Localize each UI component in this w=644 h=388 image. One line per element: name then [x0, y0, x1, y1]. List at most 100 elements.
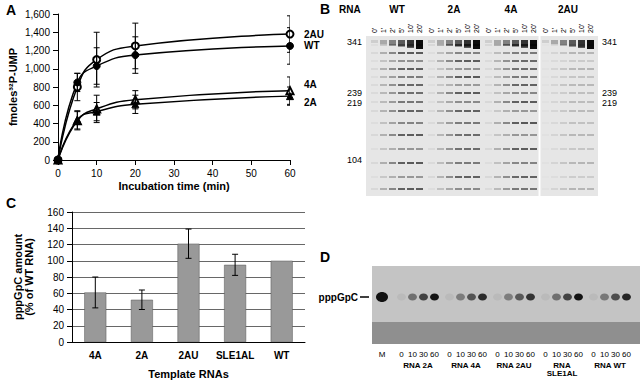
svg-text:20': 20': [473, 24, 480, 33]
svg-text:341: 341: [347, 37, 362, 47]
svg-text:RNA: RNA: [339, 4, 361, 15]
svg-text:60: 60: [53, 288, 65, 299]
svg-text:0: 0: [543, 350, 548, 359]
svg-text:RNA 2A: RNA 2A: [403, 361, 433, 370]
svg-text:400: 400: [33, 118, 50, 129]
svg-text:10: 10: [504, 350, 513, 359]
svg-text:40: 40: [53, 304, 65, 315]
svg-text:2': 2': [446, 28, 453, 33]
svg-text:1,600: 1,600: [25, 9, 50, 20]
svg-text:0: 0: [58, 337, 64, 348]
svg-text:A: A: [6, 2, 16, 18]
svg-text:2': 2': [503, 28, 510, 33]
svg-text:0: 0: [591, 350, 596, 359]
svg-text:2AU: 2AU: [304, 29, 324, 40]
svg-text:4A: 4A: [304, 79, 317, 90]
svg-text:20': 20': [587, 24, 594, 33]
svg-text:10: 10: [91, 168, 103, 179]
svg-text:219: 219: [602, 98, 617, 108]
svg-text:140: 140: [47, 223, 64, 234]
svg-text:80: 80: [53, 272, 65, 283]
svg-text:30: 30: [467, 350, 476, 359]
svg-text:4A: 4A: [89, 350, 102, 361]
svg-text:2AU: 2AU: [178, 350, 198, 361]
svg-text:50: 50: [246, 168, 258, 179]
svg-text:120: 120: [47, 239, 64, 250]
svg-text:2AU: 2AU: [558, 4, 578, 15]
svg-text:RNA 4A: RNA 4A: [451, 361, 481, 370]
svg-text:C: C: [6, 195, 16, 211]
svg-text:800: 800: [33, 82, 50, 93]
svg-text:60: 60: [284, 168, 296, 179]
svg-text:239: 239: [602, 88, 617, 98]
svg-text:1,000: 1,000: [25, 63, 50, 74]
svg-text:0': 0': [371, 28, 378, 33]
svg-text:SLE1AL: SLE1AL: [547, 369, 578, 378]
svg-text:pppGpC: pppGpC: [319, 292, 358, 303]
svg-text:60: 60: [574, 350, 583, 359]
svg-text:600: 600: [33, 100, 50, 111]
svg-text:RNA WT: RNA WT: [594, 361, 626, 370]
svg-text:2A: 2A: [136, 350, 149, 361]
svg-text:M: M: [379, 350, 386, 359]
svg-text:10': 10': [578, 24, 585, 33]
svg-text:fmoles³²P-UMP: fmoles³²P-UMP: [7, 48, 19, 126]
svg-text:60: 60: [478, 350, 487, 359]
svg-text:WT: WT: [274, 350, 290, 361]
svg-text:0: 0: [55, 168, 61, 179]
svg-text:1,400: 1,400: [25, 27, 50, 38]
svg-text:1': 1': [380, 28, 387, 33]
svg-text:219: 219: [347, 98, 362, 108]
svg-text:1,200: 1,200: [25, 45, 50, 56]
svg-text:341: 341: [602, 37, 617, 47]
svg-text:2A: 2A: [448, 4, 461, 15]
svg-text:60: 60: [430, 350, 439, 359]
svg-text:1': 1': [437, 28, 444, 33]
svg-text:Template RNAs: Template RNAs: [148, 368, 228, 380]
svg-text:10': 10': [464, 24, 471, 33]
svg-text:0': 0': [428, 28, 435, 33]
svg-text:0: 0: [399, 350, 404, 359]
svg-text:2': 2': [389, 28, 396, 33]
svg-text:0': 0': [485, 28, 492, 33]
svg-text:Incubation time (min): Incubation time (min): [118, 180, 230, 192]
svg-text:20: 20: [53, 320, 65, 331]
svg-text:10': 10': [407, 24, 414, 33]
svg-text:1': 1': [551, 28, 558, 33]
svg-text:60: 60: [526, 350, 535, 359]
svg-text:40: 40: [207, 168, 219, 179]
svg-text:10: 10: [552, 350, 561, 359]
svg-text:(% of WT RNA): (% of WT RNA): [23, 238, 35, 316]
svg-text:30: 30: [563, 350, 572, 359]
svg-text:30: 30: [611, 350, 620, 359]
svg-text:D: D: [320, 249, 330, 265]
svg-text:2': 2': [560, 28, 567, 33]
svg-text:239: 239: [347, 88, 362, 98]
svg-text:5': 5': [398, 28, 405, 33]
svg-text:0: 0: [495, 350, 500, 359]
svg-text:60: 60: [622, 350, 631, 359]
svg-text:10: 10: [456, 350, 465, 359]
svg-text:B: B: [320, 1, 330, 17]
svg-text:20': 20': [530, 24, 537, 33]
svg-text:104: 104: [347, 155, 362, 165]
svg-text:0': 0': [542, 28, 549, 33]
svg-text:160: 160: [47, 207, 64, 218]
svg-text:0: 0: [44, 155, 50, 166]
svg-text:4A: 4A: [505, 4, 518, 15]
svg-text:5': 5': [512, 28, 519, 33]
svg-text:10: 10: [600, 350, 609, 359]
svg-text:1': 1': [494, 28, 501, 33]
svg-text:2A: 2A: [304, 97, 317, 108]
svg-text:5': 5': [455, 28, 462, 33]
svg-text:SLE1AL: SLE1AL: [216, 350, 254, 361]
svg-text:0: 0: [447, 350, 452, 359]
svg-text:20': 20': [416, 24, 423, 33]
svg-text:WT: WT: [304, 40, 320, 51]
svg-text:200: 200: [33, 136, 50, 147]
svg-text:10': 10': [521, 24, 528, 33]
svg-text:30: 30: [168, 168, 180, 179]
svg-text:WT: WT: [389, 4, 405, 15]
svg-text:20: 20: [130, 168, 142, 179]
svg-text:30: 30: [515, 350, 524, 359]
